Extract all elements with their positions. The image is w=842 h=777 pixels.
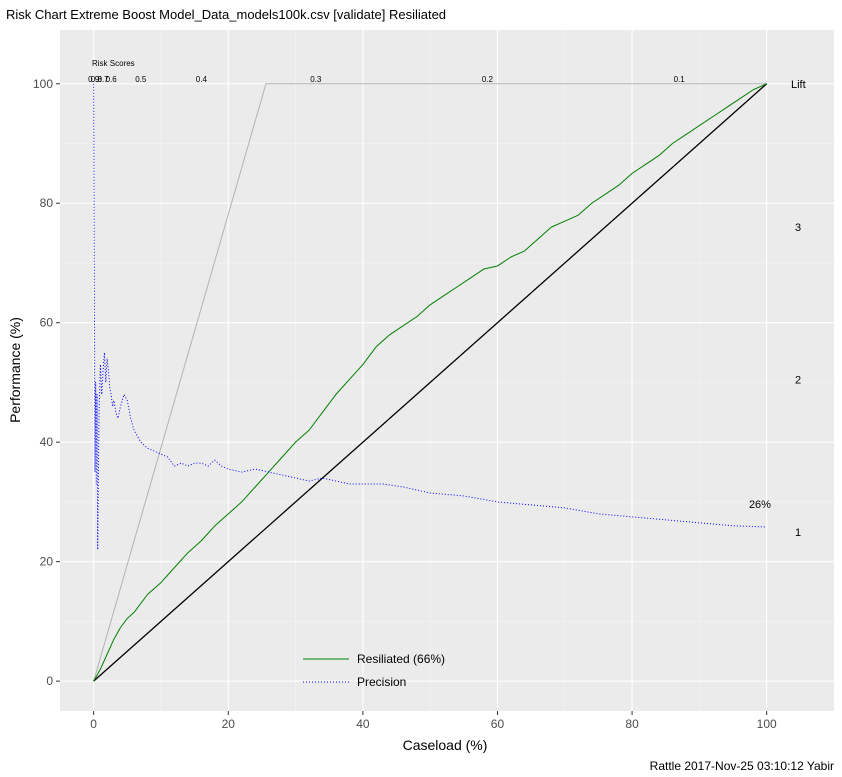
footer-text: Rattle 2017-Nov-25 03:10:12 Yabir (650, 759, 834, 773)
risk-scores-label: Risk Scores (92, 59, 135, 68)
legend-label-resiliated: Resiliated (66%) (357, 652, 445, 666)
lift-axis: Lift 3 2 1 (791, 79, 806, 539)
risk-score-label: 0.4 (196, 75, 208, 84)
x-tick-label: 40 (356, 717, 370, 731)
risk-scores: Risk Scores 0.90.80.70.6 0.5 0.4 0.3 0.2 0.1 (88, 59, 685, 84)
risk-score-label: 0.1 (674, 75, 686, 84)
precision-annotation: 26% (749, 499, 771, 511)
risk-score-label: 0.7 (98, 75, 110, 84)
risk-score-label: 0.6 (106, 75, 118, 84)
legend: Resiliated (66%) Precision (303, 652, 445, 689)
risk-score-label: 0.9 (88, 75, 100, 84)
risk-score-label: 0.2 (482, 75, 494, 84)
y-tick-label: 60 (40, 316, 54, 330)
y-tick-label: 40 (40, 435, 54, 449)
x-axis-title: Caseload (%) (403, 737, 488, 753)
series-line-resiliated (93, 83, 767, 682)
risk-score-label: 0.5 (135, 75, 147, 84)
plot-panel (60, 30, 834, 711)
lift-tick-label: 2 (795, 374, 801, 386)
chart-title: Risk Chart Extreme Boost Model_Data_mode… (6, 7, 446, 22)
y-tick-label: 20 (40, 555, 54, 569)
y-tick-label: 0 (46, 674, 53, 688)
x-tick-label: 20 (222, 717, 236, 731)
series-line-precision (93, 83, 767, 551)
lift-tick-label: 1 (795, 527, 801, 539)
lift-label: Lift (791, 79, 806, 91)
y-tick-label: 100 (33, 77, 53, 91)
x-tick-label: 60 (491, 717, 505, 731)
risk-score-label: 0.8 (91, 75, 103, 84)
legend-label-precision: Precision (357, 675, 406, 689)
lift-tick-label: 3 (795, 222, 801, 234)
risk-score-label: 0.3 (310, 75, 322, 84)
x-tick-label: 100 (757, 717, 777, 731)
x-tick-label: 0 (90, 717, 97, 731)
x-tick-label: 80 (625, 717, 639, 731)
series-line-baseline (93, 83, 768, 682)
series-line-optimal (93, 83, 767, 682)
axes: 0 20 40 60 80 100 0 20 40 60 80 100 (33, 77, 777, 731)
y-axis-title: Performance (%) (7, 317, 23, 423)
y-tick-label: 80 (40, 196, 54, 210)
series-lines (93, 83, 768, 682)
